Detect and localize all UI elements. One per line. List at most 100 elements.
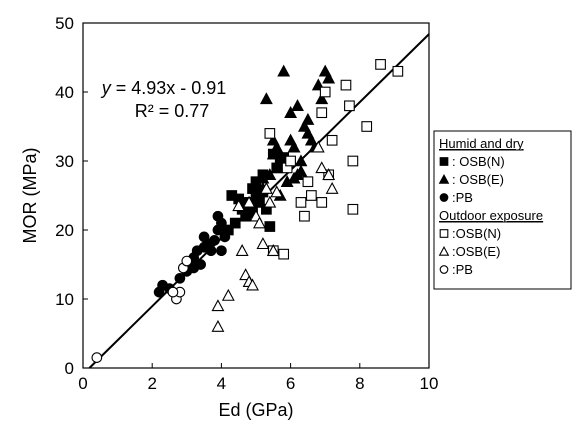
data-point-triangle-open [263, 195, 277, 208]
data-point-triangle-open [270, 185, 284, 198]
data-point-square-open [326, 134, 338, 146]
data-point-triangle-filled [259, 92, 273, 105]
data-point-square-open [344, 100, 355, 112]
data-point-square-filled [264, 221, 276, 232]
y-tick-label: 50 [55, 14, 74, 33]
legend-entry-label: :PB [452, 262, 473, 277]
series-triangle-open [211, 140, 339, 332]
data-point-triangle-open [221, 288, 235, 301]
data-point-triangle-filled [277, 64, 291, 77]
y-tick-label: 0 [65, 359, 74, 378]
x-tick-label: 8 [355, 374, 364, 393]
data-point-circle-open [167, 286, 179, 298]
legend-marker-circle-filled [439, 193, 449, 202]
data-point-triangle-filled [263, 168, 277, 181]
data-point-triangle-filled [266, 133, 280, 146]
data-point-triangle-open [259, 181, 273, 194]
data-point-triangle-open [211, 299, 225, 312]
data-point-square-open [306, 190, 317, 201]
data-point-square-filled [229, 217, 241, 229]
r-squared-label: R² = 0.77 [135, 101, 210, 121]
legend-marker-triangle-filled [438, 173, 450, 184]
data-point-circle-filled [219, 231, 231, 243]
series-circle-filled [153, 210, 231, 298]
data-point-square-open [264, 128, 276, 139]
data-point-triangle-filled [301, 112, 315, 125]
x-tick-label: 2 [147, 374, 156, 393]
data-point-square-open [295, 197, 307, 208]
data-point-triangle-filled [287, 171, 301, 184]
data-point-triangle-open [242, 195, 256, 208]
data-point-square-open [299, 210, 310, 222]
legend-entry-label: : OSB(N) [452, 154, 505, 169]
data-point-triangle-filled [294, 164, 308, 177]
data-point-circle-filled [198, 231, 210, 243]
data-point-triangle-open [315, 161, 329, 174]
legend-entry-label: :PB [452, 190, 473, 205]
data-point-square-open [340, 79, 352, 91]
data-point-triangle-open [232, 199, 246, 212]
legend-marker-circle-open [439, 265, 449, 274]
data-point-triangle-open [311, 140, 325, 153]
data-point-circle-filled [174, 272, 186, 284]
plot-frame [82, 22, 430, 369]
data-point-triangle-filled [315, 92, 329, 105]
data-point-triangle-filled [270, 140, 284, 153]
data-point-square-open [361, 121, 373, 132]
data-point-triangle-open [256, 237, 270, 250]
y-tick-label: 20 [55, 221, 74, 240]
data-point-circle-filled [205, 245, 217, 257]
legend-group-title: Humid and dry [439, 136, 524, 151]
legend-entry-label: :OSB(E) [452, 244, 500, 259]
legend: Humid and dry : OSB(N) : OSB(E) :PB Outdoor … [433, 130, 572, 290]
x-tick-label: 10 [420, 374, 439, 393]
legend-marker-square-filled [439, 157, 449, 166]
data-point-square-open [392, 65, 404, 77]
series-square-open [264, 59, 404, 260]
data-point-square-open [316, 197, 328, 208]
x-tick-label: 0 [78, 374, 87, 393]
data-point-square-open [302, 176, 314, 188]
y-tick-label: 40 [55, 83, 74, 102]
plot-area: 0 2 4 6 8 10 0 10 20 30 40 50 [55, 14, 438, 393]
x-axis-title: Ed (GPa) [218, 400, 293, 420]
series-circle-open [91, 255, 193, 364]
data-point-circle-filled [209, 235, 220, 246]
data-point-triangle-open [235, 244, 249, 256]
data-point-circle-filled [212, 210, 224, 222]
data-point-triangle-open [253, 216, 266, 229]
data-point-triangle-filled [287, 140, 301, 153]
data-point-square-open [278, 248, 290, 260]
x-tick-label: 4 [217, 374, 226, 393]
data-point-square-open [316, 107, 328, 119]
data-point-triangle-open [246, 278, 259, 291]
legend-marker-triangle-open [438, 245, 450, 256]
data-point-circle-open [181, 255, 193, 267]
x-tick-label: 6 [286, 374, 295, 393]
legend-entry-label: : OSB(E) [452, 172, 504, 187]
series-triangle-filled [249, 64, 336, 201]
legend-entry-label: :OSB(N) [452, 226, 501, 241]
data-point-triangle-filled [291, 99, 304, 112]
data-point-triangle-filled [284, 106, 298, 118]
legend-box [433, 130, 572, 290]
data-point-circle-filled [216, 245, 227, 257]
data-point-square-filled [254, 197, 265, 208]
data-point-square-open [375, 59, 386, 70]
data-point-triangle-filled [322, 71, 336, 84]
data-point-square-open [347, 203, 359, 215]
data-point-triangle-filled [266, 147, 280, 160]
data-point-square-open [347, 155, 359, 167]
y-axis-title: MOR (MPa) [20, 148, 40, 244]
data-point-triangle-open [211, 319, 225, 332]
data-point-triangle-open [322, 168, 336, 181]
legend-group-title: Outdoor exposure [439, 208, 543, 223]
data-point-triangle-open [266, 244, 280, 256]
y-tick-label: 30 [55, 152, 74, 171]
data-marks [91, 59, 404, 364]
data-point-square-open [285, 155, 296, 167]
regression-equation: y = 4.93x - 0.91 [100, 78, 227, 98]
data-point-triangle-filled [270, 161, 284, 174]
data-point-circle-open [91, 352, 103, 364]
